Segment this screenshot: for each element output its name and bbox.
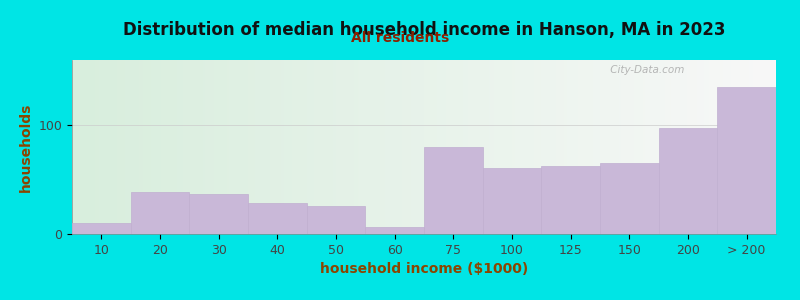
X-axis label: household income ($1000): household income ($1000) <box>320 262 528 276</box>
Title: Distribution of median household income in Hanson, MA in 2023: Distribution of median household income … <box>122 21 726 39</box>
Bar <box>306 206 366 234</box>
Bar <box>190 194 248 234</box>
Text: All residents: All residents <box>351 32 449 46</box>
Bar <box>130 193 190 234</box>
Bar <box>482 169 542 234</box>
Bar <box>248 203 306 234</box>
Bar <box>658 128 718 234</box>
Bar <box>718 86 776 234</box>
Bar <box>72 223 130 234</box>
Text: City-Data.com: City-Data.com <box>607 65 685 75</box>
Bar <box>600 163 658 234</box>
Bar <box>542 166 600 234</box>
Bar <box>366 227 424 234</box>
Bar <box>424 147 482 234</box>
Y-axis label: households: households <box>19 102 33 192</box>
